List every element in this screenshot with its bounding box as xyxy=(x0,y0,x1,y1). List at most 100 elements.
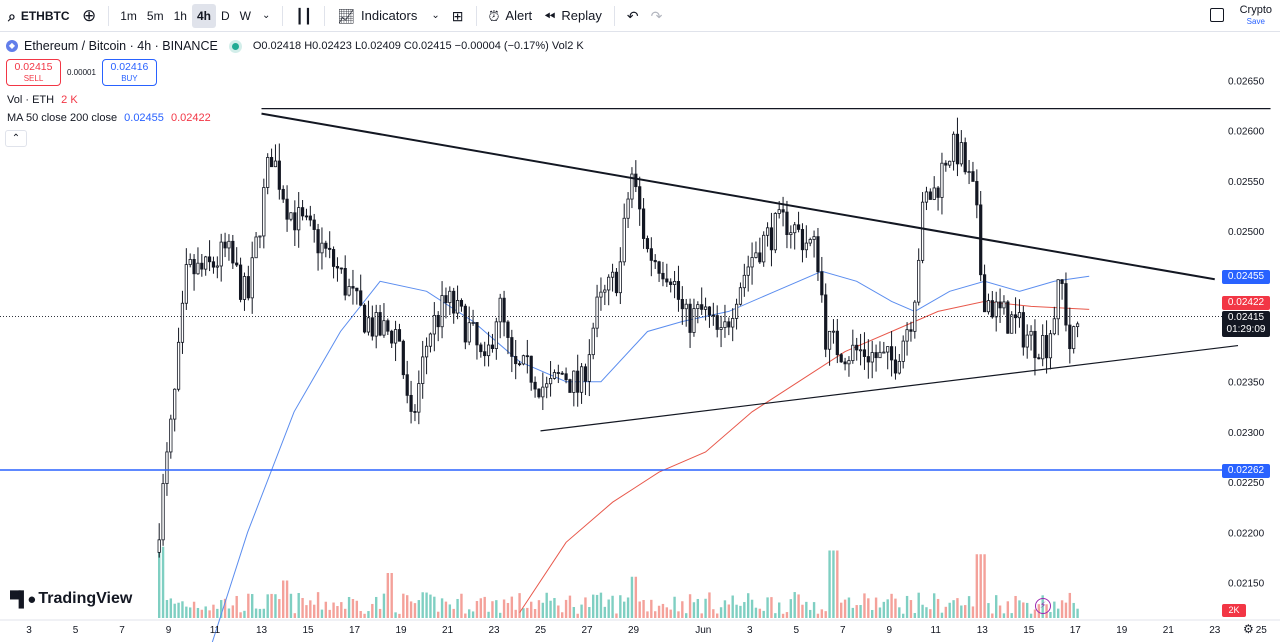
volume-bar xyxy=(227,608,231,618)
undo-button[interactable]: ↶ xyxy=(621,0,645,32)
candle-body xyxy=(944,162,948,166)
candle-body xyxy=(242,276,247,300)
lightning-icon[interactable]: ⚡︎ xyxy=(1035,598,1051,614)
volume-bar xyxy=(793,592,796,618)
sell-button[interactable]: 0.02415 SELL xyxy=(6,59,61,86)
candle-body xyxy=(196,262,200,275)
volume-bar xyxy=(367,611,370,618)
y-tick-label: 0.02300 xyxy=(1228,428,1265,439)
volume-bar xyxy=(727,604,731,618)
candle-body xyxy=(421,356,425,384)
interval-4h[interactable]: 4h xyxy=(191,3,216,28)
candle-body xyxy=(688,303,692,333)
volume-bar xyxy=(905,595,909,618)
volume-bar xyxy=(874,597,878,618)
ma-legend-name: MA 50 close 200 close xyxy=(7,112,118,124)
interval-1m[interactable]: 1m xyxy=(120,8,137,23)
collapse-legend-button[interactable]: ⌃ xyxy=(5,130,27,147)
candle-body xyxy=(975,181,979,206)
candle-body xyxy=(680,299,684,310)
candle-body xyxy=(382,320,386,336)
ma50-price-label: 0.02455 xyxy=(1222,270,1270,284)
candle-body xyxy=(940,162,944,198)
layout-save-button[interactable]: Crypto Save xyxy=(1240,4,1272,28)
volume-bar xyxy=(316,592,320,618)
volume-bar xyxy=(619,595,622,618)
interval-5m[interactable]: 5m xyxy=(146,8,164,23)
interval-dropdown[interactable]: ⌄ xyxy=(256,0,276,32)
candle-body xyxy=(963,142,967,173)
rewind-icon: ⏪︎ xyxy=(544,7,556,24)
candle-body xyxy=(1021,312,1025,348)
volume-bar xyxy=(1064,602,1068,618)
volume-bar xyxy=(882,601,886,618)
candle-body xyxy=(405,374,409,396)
candle-body xyxy=(386,320,390,332)
volume-bar xyxy=(630,576,634,618)
chevron-up-icon: ⌃ xyxy=(11,133,21,144)
volume-bar xyxy=(995,595,998,618)
volume-legend-value: 2 K xyxy=(61,94,78,106)
volume-legend[interactable]: Vol · ETH 2 K xyxy=(7,94,78,106)
candle-body xyxy=(297,207,301,231)
replay-button[interactable]: ⏪︎ Replay xyxy=(538,0,608,32)
candle-body xyxy=(1025,334,1029,348)
buy-button[interactable]: 0.02416 BUY xyxy=(101,59,157,86)
volume-bar xyxy=(840,602,843,618)
volume-bar xyxy=(944,606,948,618)
volume-bar xyxy=(638,601,641,618)
chart-type-button[interactable]: ┃┃ xyxy=(289,0,318,32)
candle-body xyxy=(1068,324,1072,350)
candle-body xyxy=(967,171,971,174)
fullscreen-icon[interactable] xyxy=(1210,8,1224,22)
volume-bar xyxy=(615,613,618,618)
redo-button[interactable]: ↷ xyxy=(645,0,669,32)
interval-w[interactable]: W xyxy=(239,8,251,23)
gear-icon[interactable]: ⚙︎ xyxy=(1243,622,1254,636)
candle-body xyxy=(839,354,843,363)
candle-body xyxy=(467,322,471,343)
volume-bar xyxy=(526,607,529,618)
candle-body xyxy=(219,241,223,267)
y-tick-label: 0.02600 xyxy=(1228,127,1265,138)
candle-body xyxy=(343,267,347,296)
volume-bar xyxy=(878,607,882,618)
candle-body xyxy=(211,261,216,268)
candle-body xyxy=(711,314,715,317)
volume-bar xyxy=(634,576,638,618)
volume-bar xyxy=(971,606,975,618)
interval-1h[interactable]: 1h xyxy=(173,8,187,23)
compare-button[interactable]: ⊕ xyxy=(76,0,102,32)
volume-bar xyxy=(223,598,227,618)
ma200-legend-value: 0.02422 xyxy=(170,112,211,124)
volume-bar xyxy=(282,580,285,618)
x-tick-label: 7 xyxy=(119,625,125,636)
volume-bar xyxy=(661,603,665,618)
indicators-button[interactable]: 📈︎ Indicators ⌄ xyxy=(331,0,446,32)
candle-body xyxy=(676,281,681,300)
candle-body xyxy=(607,276,611,291)
spread-value: 0.00001 xyxy=(67,68,96,77)
symbol-search[interactable]: ⌕ ETHBTC xyxy=(0,0,76,32)
grid-icon: ⊞ xyxy=(451,7,464,24)
candle-body xyxy=(858,349,863,352)
volume-bar xyxy=(293,613,297,618)
candle-body xyxy=(335,266,340,269)
volume-bar xyxy=(502,599,506,618)
candle-body xyxy=(1064,283,1068,326)
ma-legend[interactable]: MA 50 close 200 close 0.02455 0.02422 xyxy=(7,112,211,124)
candle-body xyxy=(312,219,316,230)
volume-bar xyxy=(716,613,719,618)
templates-button[interactable]: ⊞ xyxy=(446,0,470,32)
interval-d[interactable]: D xyxy=(220,8,230,23)
candle-body xyxy=(452,290,456,314)
candle-body xyxy=(661,272,665,280)
volume-bar xyxy=(681,601,684,618)
volume-bar xyxy=(464,613,467,618)
candle-body xyxy=(603,289,607,293)
divider xyxy=(282,5,284,26)
alert-button[interactable]: ⏰︎ Alert xyxy=(483,0,539,32)
volume-bar xyxy=(576,613,579,618)
candle-body xyxy=(428,333,433,347)
